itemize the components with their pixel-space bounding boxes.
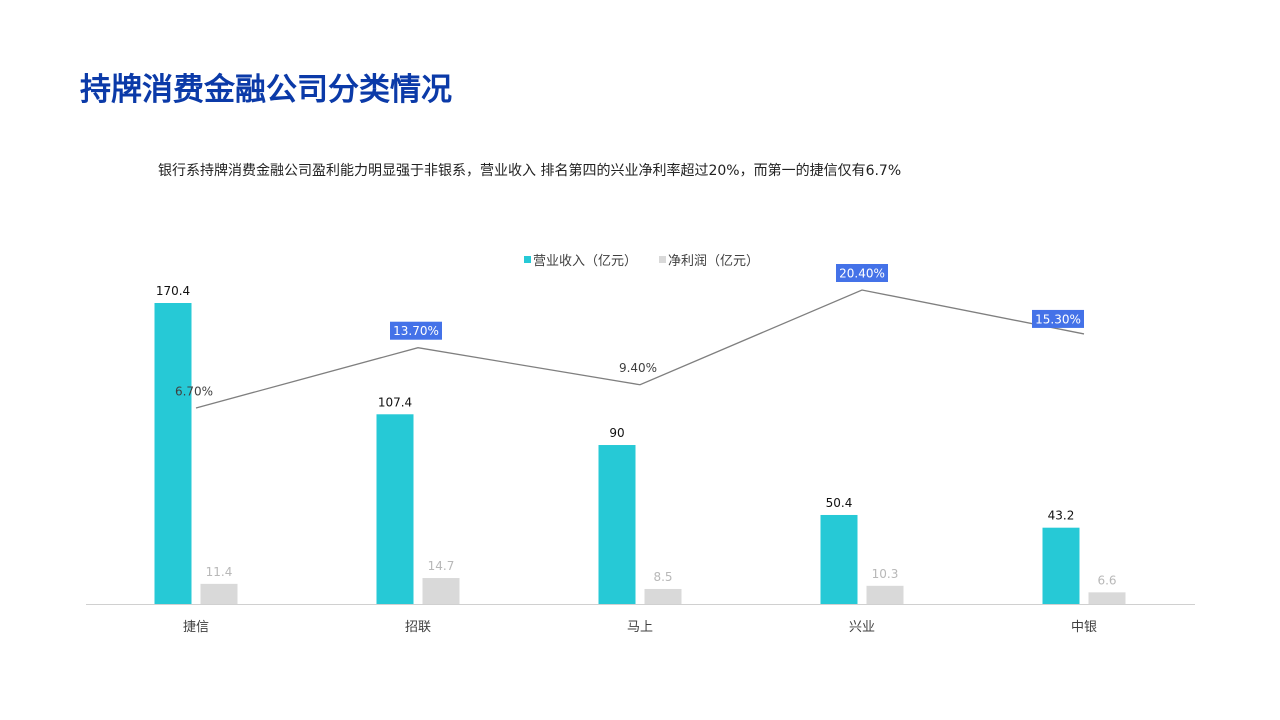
revenue-value-label: 50.4 bbox=[826, 496, 853, 510]
profit-value-label: 6.6 bbox=[1097, 573, 1116, 587]
legend-label-0: 营业收入（亿元） bbox=[533, 254, 637, 269]
profit-bar bbox=[200, 583, 238, 604]
revenue-value-label: 43.2 bbox=[1048, 509, 1075, 523]
revenue-value-label: 107.4 bbox=[378, 395, 412, 409]
profit-value-label: 10.3 bbox=[872, 567, 899, 581]
chart-legend: 营业收入（亿元） 净利润（亿元） bbox=[524, 254, 759, 269]
margin-line bbox=[195, 289, 1085, 409]
revenue-value-label: 170.4 bbox=[156, 284, 190, 298]
category-labels: 捷信 招联 马上 兴业 中银 bbox=[183, 620, 1097, 635]
legend-swatch-1 bbox=[659, 256, 666, 263]
category-label: 兴业 bbox=[849, 620, 875, 635]
revenue-bar bbox=[154, 303, 192, 604]
profit-bar bbox=[866, 585, 904, 604]
margin-label-box bbox=[836, 264, 888, 282]
margin-value-label: 6.70% bbox=[175, 385, 213, 399]
revenue-bar bbox=[376, 414, 414, 604]
profit-bar bbox=[422, 578, 460, 604]
margin-label-box bbox=[1032, 309, 1084, 328]
profit-bar bbox=[644, 588, 682, 604]
margin-value-label: 13.70% bbox=[393, 324, 439, 338]
category-label: 招联 bbox=[405, 620, 431, 635]
legend-swatch-0 bbox=[524, 256, 531, 263]
category-label: 马上 bbox=[627, 620, 653, 635]
revenue-value-label: 90 bbox=[609, 426, 624, 440]
category-label: 中银 bbox=[1071, 620, 1097, 635]
bar-series bbox=[154, 303, 1126, 604]
page-title: 持牌消费金融公司分类情况 bbox=[80, 72, 452, 108]
chart-subtitle: 银行系持牌消费金融公司盈利能力明显强于非银系，营业收入 排名第四的兴业净利率超过… bbox=[158, 163, 902, 179]
margin-value-label: 9.40% bbox=[619, 361, 657, 375]
legend-label-1: 净利润（亿元） bbox=[668, 254, 759, 269]
category-label: 捷信 bbox=[183, 620, 209, 635]
profit-value-label: 11.4 bbox=[206, 565, 233, 579]
revenue-bar bbox=[820, 514, 858, 604]
revenue-bar bbox=[1042, 527, 1080, 604]
revenue-bar bbox=[598, 445, 636, 604]
profit-value-label: 8.5 bbox=[653, 570, 672, 584]
profit-bar bbox=[1088, 592, 1126, 604]
data-labels: 170.4 11.4 107.4 14.7 90 8.5 50.4 10.3 43.2 6.6 6.… bbox=[156, 264, 1117, 587]
margin-line-series bbox=[195, 289, 1085, 409]
margin-value-label: 20.40% bbox=[839, 267, 885, 281]
margin-value-label: 15.30% bbox=[1035, 312, 1081, 326]
profit-value-label: 14.7 bbox=[428, 559, 455, 573]
margin-label-box bbox=[390, 321, 442, 340]
